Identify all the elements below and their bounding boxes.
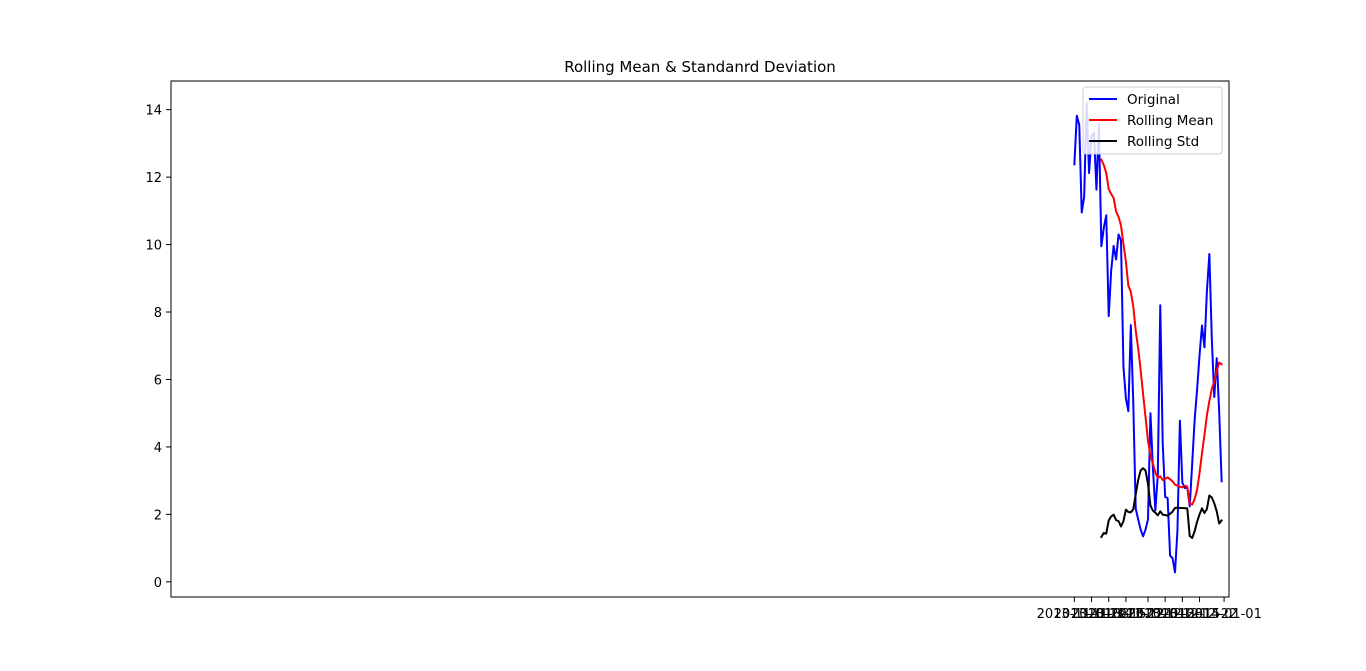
legend: Original Rolling Mean Rolling Std (1082, 86, 1223, 155)
y-tick-label: 2 (154, 508, 162, 523)
x-tick-label: 2013-12-01 (1110, 607, 1186, 622)
series-line-rolling-std (1099, 467, 1224, 539)
y-tick-label: 4 (154, 441, 162, 456)
plot-frame (170, 80, 1230, 598)
y-tick-label: 14 (145, 104, 162, 119)
x-tick-label: 2013-11-22 (1088, 607, 1164, 622)
legend-box (1082, 86, 1223, 155)
series-layer (1073, 101, 1224, 574)
legend-label-original: Original (1127, 92, 1180, 108)
series-line-original (1073, 101, 1223, 574)
legend-label-rolling-std: Rolling Std (1127, 134, 1199, 150)
x-tick-label: 2013-11-01 (1037, 607, 1113, 622)
y-tick-label: 6 (154, 373, 162, 388)
series-line-rolling-mean (1100, 158, 1224, 506)
x-tick-label: 2013-11-15 (1071, 607, 1147, 622)
y-axis: 0 2 4 6 8 10 12 14 (145, 104, 171, 591)
y-tick-label: 10 (145, 239, 162, 254)
y-tick-label: 0 (154, 576, 162, 591)
legend-label-rolling-mean: Rolling Mean (1127, 113, 1213, 129)
x-tick-label: 2013-12-08 (1127, 607, 1203, 622)
y-tick-label: 8 (154, 306, 162, 321)
x-axis: 2013-11-012013-11-082013-11-152013-11-22… (1037, 597, 1262, 622)
x-tick-label: 2013-11-08 (1054, 607, 1130, 622)
x-tick-label: 2013-12-22 (1162, 607, 1238, 622)
x-tick-label: 2014-01-01 (1186, 607, 1262, 622)
chart-title: Rolling Mean & Standanrd Deviation (564, 58, 836, 76)
y-tick-label: 12 (145, 171, 162, 186)
x-tick-label: 2013-12-15 (1145, 607, 1221, 622)
